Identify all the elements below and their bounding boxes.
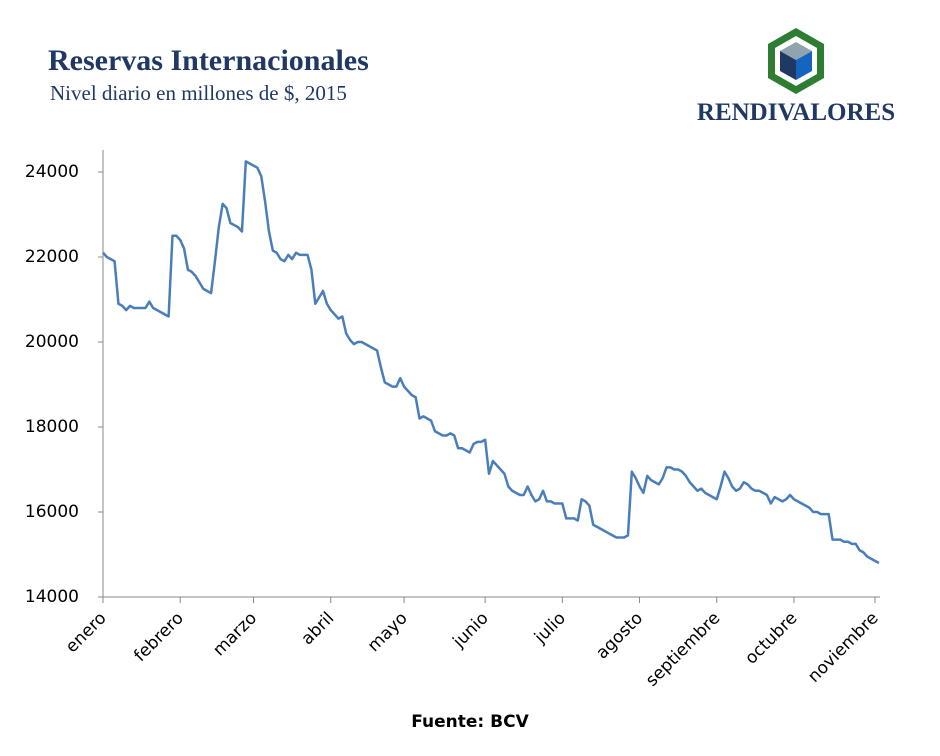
y-tick-label: 16000 <box>25 502 79 522</box>
x-tick-label: abril <box>298 608 339 649</box>
y-tick-label: 22000 <box>25 247 79 267</box>
x-tick-label: julio <box>530 608 570 648</box>
brand: RENDIVALORES <box>697 99 895 126</box>
y-tick-label: 20000 <box>25 332 79 352</box>
y-tick-label: 18000 <box>25 417 79 437</box>
x-tick-label: junio <box>449 608 493 652</box>
x-tick-label: enero <box>62 608 111 657</box>
x-tick-label: mayo <box>364 608 412 656</box>
x-tick-label: septiembre <box>642 608 724 690</box>
x-tick-label: marzo <box>209 608 261 660</box>
x-tick-label: octubre <box>741 608 801 668</box>
x-tick-label: febrero <box>130 608 188 666</box>
x-tick-label: noviembre <box>804 608 882 686</box>
y-tick-label: 24000 <box>25 162 79 182</box>
source: Fuente: BCV <box>411 712 529 732</box>
logo <box>768 28 824 94</box>
chart-subtitle: Nivel diario en millones de $, 2015 <box>50 81 347 105</box>
y-tick-label: 14000 <box>25 587 79 607</box>
x-tick-label: agosto <box>592 608 647 663</box>
series-line <box>102 160 880 565</box>
chart-title: Reservas Internacionales <box>48 44 369 77</box>
